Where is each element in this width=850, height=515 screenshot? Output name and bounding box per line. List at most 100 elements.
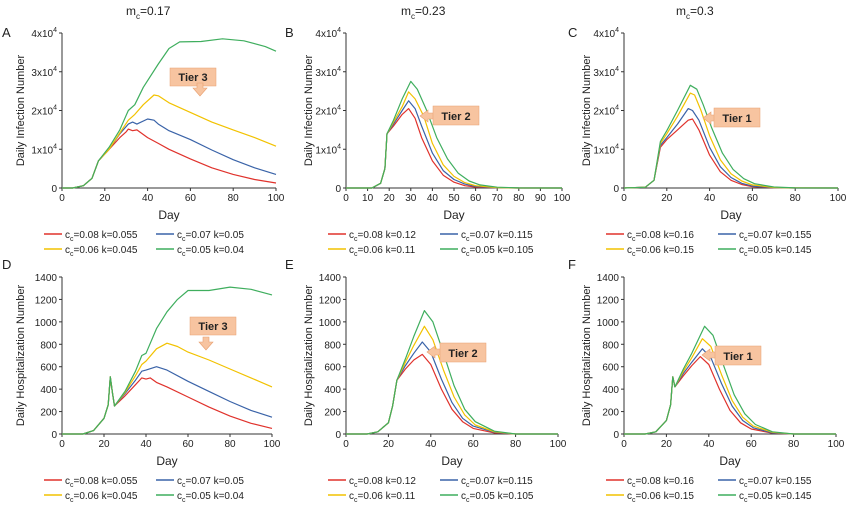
y-tick-label: 4x104: [593, 27, 619, 40]
y-tick-label: 400: [602, 385, 619, 396]
series-line-3: [623, 92, 839, 189]
x-tick-label: 80: [790, 193, 802, 204]
series-line-2: [62, 366, 273, 435]
panel-letter: A: [2, 25, 11, 40]
y-tick-label: 1400: [597, 273, 620, 284]
annotation-label: Tier 1: [722, 113, 751, 125]
y-tick-label: 4x104: [31, 27, 57, 40]
x-tick-label: 80: [228, 193, 240, 204]
y-tick-label: 3x104: [593, 66, 619, 79]
y-axis-label: Daily Infection Number: [15, 55, 27, 167]
y-axis-label: Daily Infection Number: [581, 55, 593, 167]
panel-letter: B: [285, 25, 294, 40]
y-tick-label: 1000: [597, 318, 620, 329]
x-tick-label: 10: [362, 193, 374, 204]
x-tick-label: 100: [268, 193, 285, 204]
y-tick-label: 2x104: [31, 105, 57, 118]
legend-entry: cc=0.07 k=0.115: [461, 476, 533, 489]
annotation-box: [714, 345, 762, 366]
x-tick-label: 40: [140, 439, 152, 450]
x-tick-label: 20: [661, 193, 673, 204]
legend-entry: cc=0.08 k=0.12: [349, 476, 416, 489]
legend-entry: cc=0.07 k=0.155: [739, 230, 812, 243]
legend-entry: cc=0.05 k=0.04: [177, 491, 244, 504]
annotation-box: [432, 105, 480, 126]
x-tick-label: 60: [468, 439, 480, 450]
y-axis-label: Daily Hospitalization Number: [581, 285, 593, 427]
panel-e: E0 20 40 60 80 1000200400600800100012001400Da…: [285, 257, 567, 504]
legend-entry: cc=0.07 k=0.115: [461, 230, 533, 243]
series-line-3: [62, 342, 273, 435]
x-tick-label: 20: [383, 439, 395, 450]
x-tick-label: 40: [704, 193, 716, 204]
y-tick-label: 0: [613, 430, 619, 441]
x-tick-label: 90: [535, 193, 547, 204]
y-tick-label: 0: [613, 184, 619, 195]
x-tick-label: 80: [513, 193, 525, 204]
x-tick-label: 100: [828, 439, 845, 450]
y-tick-label: 0: [335, 430, 341, 441]
x-tick-label: 0: [621, 193, 627, 204]
x-tick-label: 100: [264, 439, 281, 450]
legend-entry: cc=0.06 k=0.11: [349, 491, 416, 504]
legend-entry: cc=0.08 k=0.055: [65, 230, 138, 243]
y-tick-label: 3x104: [31, 66, 57, 79]
panel-f: F0 20 40 60 80 1000200400600800100012001400Da…: [568, 257, 845, 504]
y-tick-label: 3x104: [315, 66, 341, 79]
x-tick-label: 100: [554, 193, 571, 204]
column-header-3: mc=0.3: [676, 4, 714, 21]
panel-letter: F: [568, 257, 576, 272]
x-tick-label: 40: [427, 193, 439, 204]
annotation-box: [439, 342, 487, 363]
x-tick-label: 30: [405, 193, 417, 204]
y-tick-label: 1400: [35, 273, 58, 284]
panel-d: D0 20 40 60 80 1000200400600800100012001400Da…: [2, 257, 281, 504]
x-tick-label: 80: [788, 439, 800, 450]
series-line-1: [346, 353, 558, 435]
legend-entry: cc=0.05 k=0.145: [739, 245, 812, 258]
y-tick-label: 1200: [35, 295, 58, 306]
y-tick-label: 0: [51, 430, 57, 441]
x-tick-label: 0: [621, 439, 627, 450]
annotation-label: Tier 3: [178, 72, 207, 84]
x-axis-label: Day: [720, 208, 741, 222]
x-tick-label: 100: [830, 193, 847, 204]
legend-entry: cc=0.05 k=0.105: [461, 491, 534, 504]
y-tick-label: 400: [40, 385, 57, 396]
x-tick-label: 100: [550, 439, 567, 450]
x-tick-label: 80: [224, 439, 236, 450]
x-tick-label: 0: [343, 193, 349, 204]
x-tick-label: 80: [510, 439, 522, 450]
y-tick-label: 1000: [319, 318, 342, 329]
x-tick-label: 0: [59, 439, 65, 450]
x-tick-label: 20: [99, 193, 111, 204]
x-axis-label: Day: [719, 454, 740, 468]
y-tick-label: 400: [324, 385, 341, 396]
column-header-1: mc=0.17: [126, 4, 171, 21]
y-tick-label: 2x104: [315, 105, 341, 118]
y-tick-label: 600: [602, 363, 619, 374]
x-tick-label: 60: [746, 439, 758, 450]
panel-c: C 0 20 40 60 80 100 0 1x104 2x104 3x104 4x104 Day Dai…: [568, 25, 847, 258]
y-axis-label: Daily Hospitalization Number: [15, 285, 27, 427]
series-line-4: [346, 310, 558, 435]
legend-entry: cc=0.05 k=0.145: [739, 491, 812, 504]
x-tick-label: 40: [142, 193, 154, 204]
annotation-box: [169, 67, 217, 87]
y-tick-label: 4x104: [315, 27, 341, 40]
y-axis-label: Daily Infection Number: [303, 55, 315, 167]
series-line-4: [623, 84, 839, 189]
legend-entry: cc=0.05 k=0.105: [461, 245, 534, 258]
annotation-arrow-icon: [198, 336, 214, 351]
y-tick-label: 200: [602, 408, 619, 419]
panel-b: B 0 10 20 30 40 50 60 70 80 90 100 0 1x104 2x104 3x104 4…: [285, 25, 571, 258]
series-line-4: [62, 38, 277, 189]
panel-a: A 0 20 40 60 80 100 0 1x104 2x104 3x104 4x104 Day Dai…: [2, 25, 285, 258]
y-tick-label: 600: [40, 363, 57, 374]
annotation-label: Tier 2: [441, 111, 470, 123]
y-tick-label: 200: [40, 408, 57, 419]
y-axis-label: Daily Hospitalization Number: [303, 285, 315, 427]
y-tick-label: 800: [40, 340, 57, 351]
series-line-2: [62, 118, 277, 189]
